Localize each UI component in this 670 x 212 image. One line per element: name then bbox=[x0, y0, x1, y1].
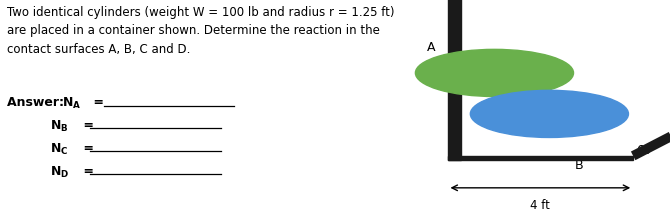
Text: =: = bbox=[79, 119, 94, 132]
Text: Answer:: Answer: bbox=[7, 96, 68, 109]
Circle shape bbox=[415, 49, 574, 96]
Text: =: = bbox=[89, 96, 104, 109]
Text: A: A bbox=[427, 42, 436, 54]
Circle shape bbox=[470, 90, 628, 137]
Text: Two identical cylinders (weight W = 100 lb and radius r = 1.25 ft)
are placed in: Two identical cylinders (weight W = 100 … bbox=[7, 6, 394, 56]
Text: C: C bbox=[519, 81, 528, 94]
Text: $\mathbf{N_A}$: $\mathbf{N_A}$ bbox=[62, 96, 82, 111]
Bar bbox=[448, 0, 461, 160]
Text: =: = bbox=[79, 165, 94, 178]
Text: 60°: 60° bbox=[636, 144, 657, 157]
Text: $\mathbf{N_D}$: $\mathbf{N_D}$ bbox=[50, 165, 70, 180]
Text: $\mathbf{N_B}$: $\mathbf{N_B}$ bbox=[50, 119, 69, 134]
Text: D: D bbox=[608, 107, 618, 120]
Text: $\mathbf{N_C}$: $\mathbf{N_C}$ bbox=[50, 142, 68, 157]
Bar bbox=[448, 156, 633, 160]
Text: 4 ft: 4 ft bbox=[531, 199, 550, 212]
Text: B: B bbox=[575, 159, 584, 172]
Text: =: = bbox=[79, 142, 94, 155]
